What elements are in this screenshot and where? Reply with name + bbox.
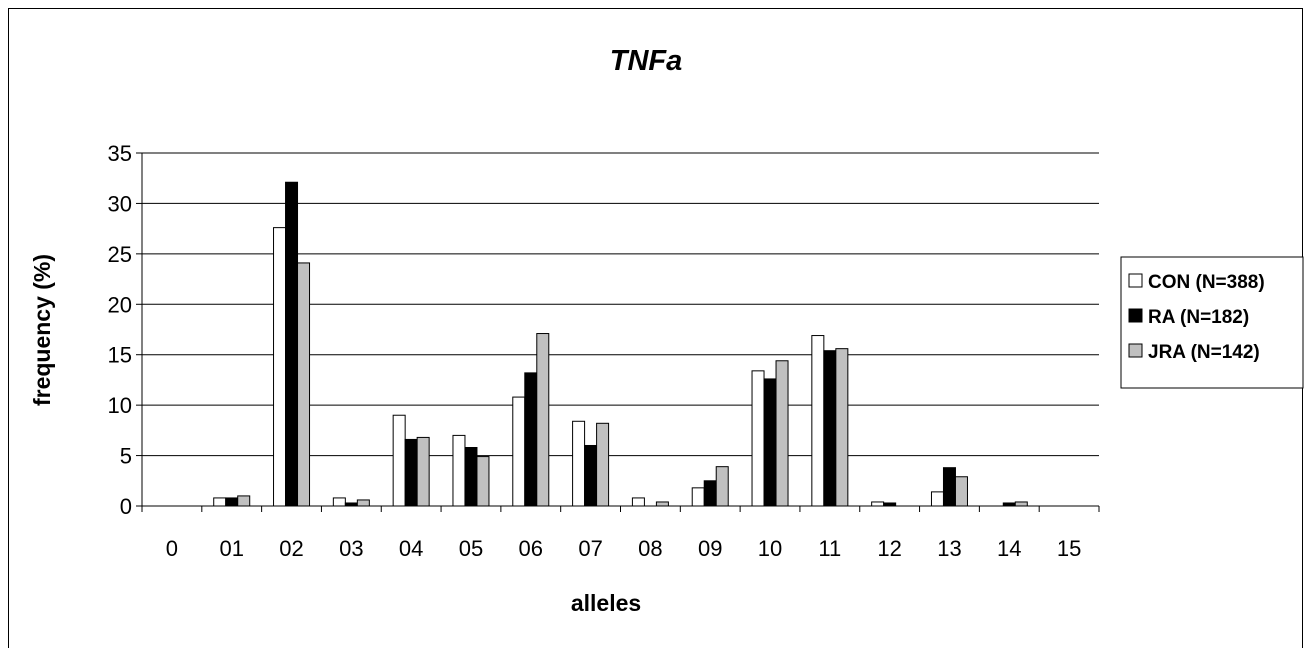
y-tick-label: 15 <box>108 343 132 368</box>
bar-ra-11 <box>823 350 837 507</box>
legend-label: RA (N=182) <box>1148 307 1249 328</box>
bar-ra-02 <box>285 181 299 507</box>
x-tick-label: 10 <box>758 536 782 561</box>
x-tick-label: 11 <box>818 536 841 561</box>
bar-con-12 <box>871 501 885 507</box>
bar-con-03 <box>332 497 346 507</box>
bars <box>213 181 1028 507</box>
legend-label: CON (N=388) <box>1148 272 1265 293</box>
bar-jra-11 <box>835 348 849 507</box>
bar-jra-07 <box>596 422 610 507</box>
bar-con-04 <box>392 414 406 507</box>
x-tick-label: 09 <box>698 536 722 561</box>
bar-jra-04 <box>416 436 430 507</box>
bar-con-01 <box>213 497 227 507</box>
x-tick-label: 12 <box>877 536 901 561</box>
bar-jra-13 <box>954 476 968 507</box>
bar-ra-05 <box>464 447 478 507</box>
bar-jra-02 <box>297 262 311 507</box>
y-tick-label: 25 <box>108 242 132 267</box>
x-tick-label: 02 <box>279 536 303 561</box>
bar-con-06 <box>512 396 526 507</box>
bar-jra-05 <box>476 456 490 507</box>
bar-jra-10 <box>775 360 789 507</box>
bar-jra-08 <box>655 501 669 507</box>
bar-con-09 <box>691 487 705 507</box>
y-tick-label: 30 <box>108 191 132 216</box>
x-tick-label: 01 <box>219 536 243 561</box>
legend-label: JRA (N=142) <box>1148 342 1260 363</box>
bar-ra-06 <box>524 372 538 507</box>
y-tick-label: 20 <box>108 292 132 317</box>
y-tick-label: 35 <box>108 141 132 166</box>
bar-con-10 <box>751 370 765 507</box>
y-tick-label: 5 <box>120 444 132 469</box>
bar-ra-10 <box>763 378 777 507</box>
legend-box <box>1120 256 1304 389</box>
bar-con-02 <box>273 227 287 507</box>
bar-con-11 <box>811 335 825 507</box>
legend-swatch <box>1128 308 1143 323</box>
x-tick-label: 13 <box>937 536 961 561</box>
legend: CON (N=388) RA (N=182) JRA (N=142) <box>1120 256 1304 389</box>
y-axis-title: frequency (%) <box>29 254 55 406</box>
axes <box>141 153 1100 512</box>
y-tick-labels: 0 5 10 15 20 25 30 35 <box>108 141 132 519</box>
bar-jra-06 <box>536 333 550 507</box>
bar-con-05 <box>452 434 466 507</box>
bar-jra-14 <box>1014 501 1028 507</box>
x-tick-label: 0 <box>166 536 178 561</box>
bar-con-13 <box>930 491 944 507</box>
bar-ra-01 <box>225 497 239 507</box>
x-tick-label: 14 <box>997 536 1021 561</box>
bar-jra-03 <box>356 499 370 507</box>
bar-con-07 <box>572 420 586 507</box>
x-tick-label: 03 <box>339 536 363 561</box>
x-tick-labels: 0 01 02 03 04 05 06 07 08 09 10 11 12 13 14 15 <box>166 536 1082 561</box>
bar-jra-09 <box>715 466 729 507</box>
x-axis-title: alleles <box>571 590 641 616</box>
bar-ra-07 <box>584 444 598 507</box>
legend-swatch <box>1128 273 1143 288</box>
bar-jra-01 <box>237 495 251 507</box>
x-tick-label: 06 <box>519 536 543 561</box>
y-tick-label: 0 <box>120 494 132 519</box>
bar-ra-04 <box>404 438 418 507</box>
x-tick-label: 08 <box>638 536 662 561</box>
bar-ra-09 <box>703 480 717 507</box>
legend-swatch <box>1128 343 1143 358</box>
y-tick-label: 10 <box>108 393 132 418</box>
x-tick-label: 04 <box>399 536 423 561</box>
chart-title: TNFa <box>610 45 683 77</box>
x-tick-label: 07 <box>578 536 602 561</box>
bar-con-08 <box>631 497 645 507</box>
bar-ra-13 <box>942 467 956 507</box>
x-tick-label: 15 <box>1057 536 1081 561</box>
x-tick-label: 05 <box>459 536 483 561</box>
